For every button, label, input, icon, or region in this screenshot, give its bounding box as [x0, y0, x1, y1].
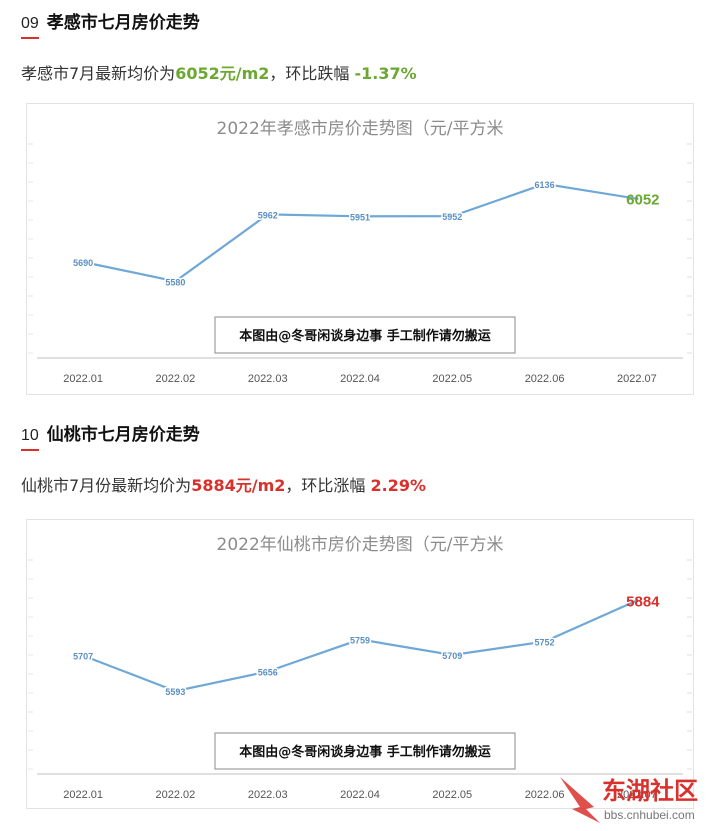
- data-point: [542, 640, 547, 644]
- data-point: [81, 260, 85, 264]
- data-point: [358, 637, 362, 642]
- data-label: 5962: [258, 210, 278, 220]
- x-tick-label: 2022.04: [340, 373, 380, 385]
- x-tick-label: 2022.07: [617, 373, 657, 385]
- chart-title: 2022年仙桃市房价走势图（元/平方米: [217, 535, 504, 555]
- data-label: 5690: [73, 258, 93, 268]
- section-heading: 09 孝感市七月房价走势: [21, 8, 200, 39]
- logo-mark-icon: [560, 777, 600, 823]
- watermark-url: bbs.cnhubei.com: [604, 808, 695, 822]
- data-label: 6136: [535, 180, 555, 190]
- summary-price: 5884元/m2: [191, 476, 286, 495]
- data-point: [635, 598, 639, 603]
- chart-svg: 2022年仙桃市房价走势图（元/平方米 2022.01 2022.02 2022.03…: [28, 535, 692, 801]
- summary-mid: ，环比涨幅: [285, 476, 371, 495]
- summary-prefix: 仙桃市7月份最新均价为: [21, 476, 192, 495]
- section-number: 10: [21, 427, 39, 451]
- annotation-box: [214, 316, 516, 354]
- x-tick-label: 2022.07: [617, 789, 657, 801]
- data-point: [173, 689, 178, 693]
- x-tick-label: 2022.03: [248, 789, 288, 801]
- x-tick-label: 2022.02: [156, 373, 196, 385]
- section-number: 09: [21, 15, 39, 39]
- summary-prefix: 孝感市7月最新均价为: [21, 64, 176, 83]
- section-heading: 10 仙桃市七月房价走势: [21, 420, 200, 451]
- data-label: 5884: [626, 594, 660, 611]
- section-title: 孝感市七月房价走势: [46, 13, 200, 33]
- data-label: 5593: [165, 687, 185, 697]
- summary-change: -1.37%: [354, 64, 417, 83]
- x-tick-label: 2022.05: [432, 373, 472, 385]
- data-point: [266, 212, 270, 216]
- data-label: 5709: [442, 651, 462, 661]
- x-tick-label: 2022.05: [432, 789, 472, 801]
- price-summary: 孝感市7月最新均价为6052元/m2，环比跌幅 -1.37%: [21, 60, 417, 84]
- chart-title: 2022年孝感市房价走势图（元/平方米: [217, 119, 504, 139]
- data-label: 5656: [258, 667, 278, 677]
- data-label: 6052: [626, 192, 659, 209]
- summary-change: 2.29%: [370, 476, 426, 495]
- data-label: 5580: [165, 277, 185, 287]
- data-label: 5707: [73, 652, 93, 662]
- chart-svg: 2022年孝感市房价走势图（元/平方米 2022.01 2022.02 2022.03…: [28, 119, 692, 385]
- chart-xiantao: 2022年仙桃市房价走势图（元/平方米 2022.01 2022.02 2022.03…: [26, 519, 694, 809]
- data-point: [173, 279, 178, 283]
- data-label: 5952: [442, 212, 462, 222]
- data-point: [266, 669, 270, 674]
- x-tick-label: 2022.02: [156, 789, 196, 801]
- data-point: [450, 653, 454, 657]
- x-tick-label: 2022.01: [63, 373, 103, 385]
- data-point: [450, 214, 454, 218]
- data-point: [635, 197, 639, 201]
- series-line: [82, 182, 638, 283]
- data-point: [81, 654, 85, 658]
- x-tick-label: 2022.04: [340, 789, 380, 801]
- price-summary: 仙桃市7月份最新均价为5884元/m2，环比涨幅 2.29%: [21, 472, 426, 496]
- section-title: 仙桃市七月房价走势: [46, 425, 200, 445]
- annotation-text: 本图由@冬哥闲谈身边事 手工制作请勿搬运: [239, 328, 491, 344]
- data-point: [542, 182, 547, 186]
- data-point: [358, 214, 362, 218]
- watermark-logo: 东湖社区 bbs.cnhubei.com: [560, 777, 698, 823]
- summary-price: 6052元/m2: [175, 64, 270, 83]
- x-tick-label: 2022.01: [63, 789, 103, 801]
- x-tick-label: 2022.06: [525, 373, 565, 385]
- x-tick-label: 2022.06: [525, 789, 565, 801]
- data-label: 5759: [350, 635, 370, 645]
- annotation-text: 本图由@冬哥闲谈身边事 手工制作请勿搬运: [239, 744, 491, 760]
- chart-xiaogan: 2022年孝感市房价走势图（元/平方米 2022.01 2022.02 2022.03…: [26, 103, 694, 395]
- summary-mid: ，环比跌幅: [269, 64, 355, 83]
- data-label: 5951: [350, 212, 370, 222]
- data-label: 5752: [535, 638, 555, 648]
- annotation-box: [214, 732, 516, 770]
- watermark-brand: 东湖社区: [602, 777, 698, 805]
- x-tick-label: 2022.03: [248, 373, 288, 385]
